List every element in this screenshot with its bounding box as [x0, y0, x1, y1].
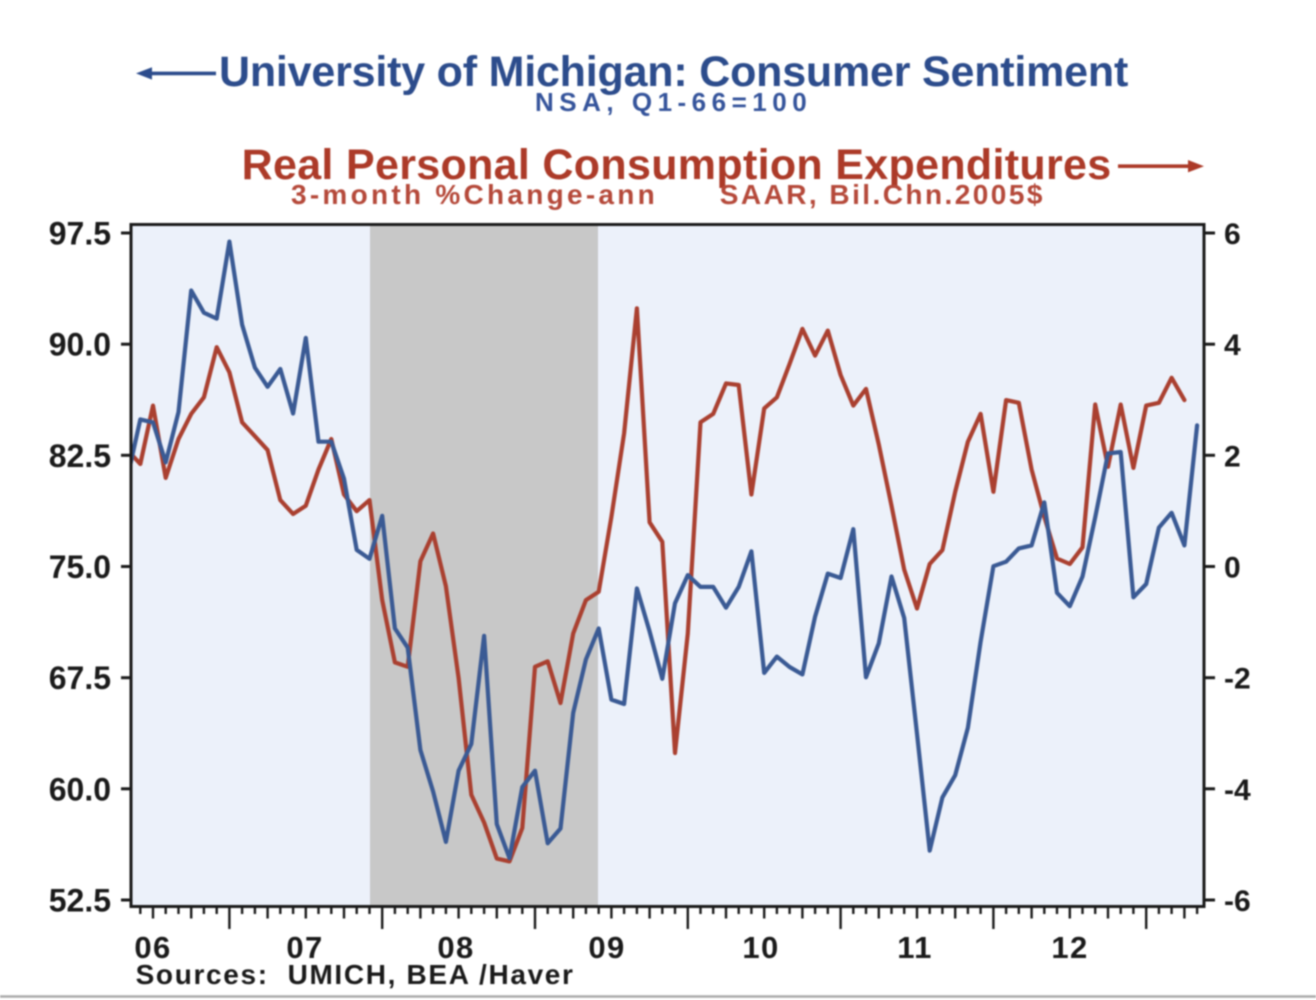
svg-text:52.5: 52.5 [49, 883, 111, 919]
svg-text:2: 2 [1224, 440, 1241, 473]
svg-text:67.5: 67.5 [49, 660, 111, 696]
svg-text:82.5: 82.5 [49, 438, 111, 474]
svg-text:-6: -6 [1224, 885, 1251, 918]
svg-text:11: 11 [897, 930, 933, 965]
svg-text:0: 0 [1224, 552, 1241, 585]
svg-text:08: 08 [437, 930, 474, 965]
svg-text:75.0: 75.0 [49, 549, 111, 585]
svg-text:09: 09 [588, 930, 625, 965]
svg-text:60.0: 60.0 [49, 771, 111, 807]
svg-text:07: 07 [286, 930, 323, 965]
svg-text:4: 4 [1224, 329, 1241, 362]
svg-text:-2: -2 [1224, 663, 1251, 696]
svg-text:97.5: 97.5 [49, 216, 111, 252]
svg-text:6: 6 [1224, 218, 1241, 251]
svg-text:06: 06 [134, 930, 171, 965]
svg-text:-4: -4 [1224, 774, 1251, 807]
svg-text:12: 12 [1051, 930, 1088, 965]
svg-text:90.0: 90.0 [49, 327, 111, 363]
svg-text:10: 10 [742, 930, 779, 965]
